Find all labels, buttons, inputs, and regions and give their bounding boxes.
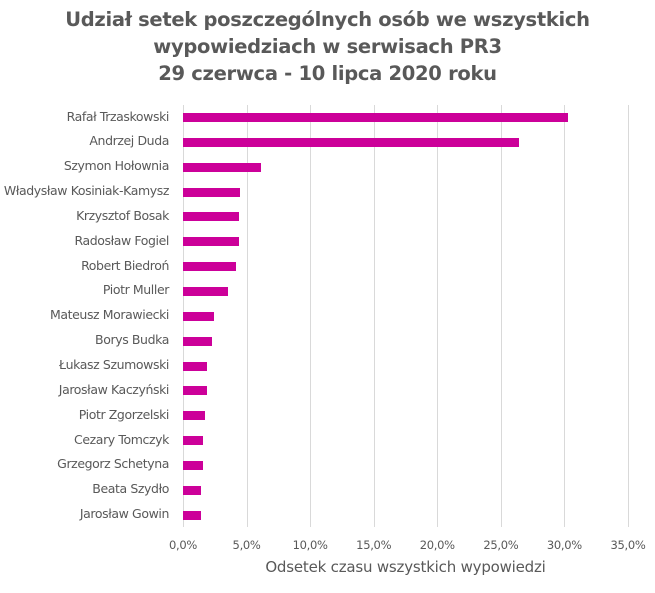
category-label: Radosław Fogiel bbox=[74, 232, 169, 248]
category-label: Jarosław Gowin bbox=[79, 506, 170, 522]
bar bbox=[183, 460, 204, 470]
bar bbox=[183, 262, 237, 272]
gridline bbox=[310, 105, 312, 527]
bar bbox=[183, 113, 569, 122]
gridline bbox=[500, 105, 502, 527]
bar bbox=[183, 361, 208, 371]
x-tick-label: 25,0% bbox=[483, 538, 519, 552]
category-label: Łukasz Szumowski bbox=[59, 357, 169, 372]
bar bbox=[183, 162, 261, 172]
gridline bbox=[628, 105, 629, 527]
category-label: Robert Biedroń bbox=[81, 257, 169, 273]
x-tick-label: 35,0% bbox=[610, 538, 646, 552]
bar bbox=[183, 386, 208, 396]
category-label: Krzysztof Bosak bbox=[76, 207, 169, 223]
x-tick-label: 5,0% bbox=[232, 538, 261, 552]
chart-title-line-2: wypowiedziach w serwisach PR3 bbox=[153, 35, 502, 58]
bar bbox=[183, 510, 201, 520]
x-tick-label: 15,0% bbox=[356, 538, 392, 552]
chart-title-line-3: 29 czerwca - 10 lipca 2020 roku bbox=[158, 62, 497, 85]
x-tick-label: 10,0% bbox=[292, 538, 328, 552]
category-label: Piotr Muller bbox=[102, 282, 169, 298]
bar bbox=[183, 336, 213, 346]
category-label: Mateusz Morawiecki bbox=[49, 307, 169, 323]
bar bbox=[183, 237, 239, 247]
category-label: Władysław Kosiniak-Kamysz bbox=[3, 183, 170, 199]
chart-title-line-1: Udział setek poszczególnych osób we wszy… bbox=[65, 8, 590, 31]
category-label: Beata Szydło bbox=[92, 481, 169, 497]
bar bbox=[183, 436, 204, 446]
category-label: Borys Budka bbox=[95, 332, 169, 348]
category-label: Rafał Trzaskowski bbox=[66, 108, 170, 124]
bar bbox=[183, 212, 239, 222]
bar bbox=[183, 411, 205, 421]
x-tick-label: 30,0% bbox=[546, 538, 582, 552]
gridline bbox=[437, 105, 439, 527]
x-tick-label: 0,0% bbox=[168, 538, 198, 552]
bar bbox=[183, 485, 201, 495]
category-label: Grzegorz Schetyna bbox=[57, 456, 169, 472]
gridline bbox=[564, 105, 566, 527]
bar bbox=[183, 187, 241, 197]
gridline bbox=[373, 105, 375, 527]
chart-title: Udział setek poszczególnych osób we wszy… bbox=[0, 6, 655, 87]
gridline bbox=[246, 105, 248, 527]
category-label: Cezary Tomczyk bbox=[74, 431, 169, 447]
category-label: Jarosław Kaczyński bbox=[58, 381, 170, 397]
bar bbox=[183, 311, 214, 321]
category-label: Szymon Hołownia bbox=[63, 158, 170, 174]
category-label: Piotr Zgorzelski bbox=[78, 406, 170, 422]
x-axis-label: Odsetek czasu wszystkich wypowiedzi bbox=[265, 558, 546, 576]
x-tick-label: 20,0% bbox=[419, 538, 455, 552]
bar bbox=[183, 286, 228, 296]
category-label: Andrzej Duda bbox=[89, 133, 169, 149]
bar bbox=[183, 137, 519, 147]
